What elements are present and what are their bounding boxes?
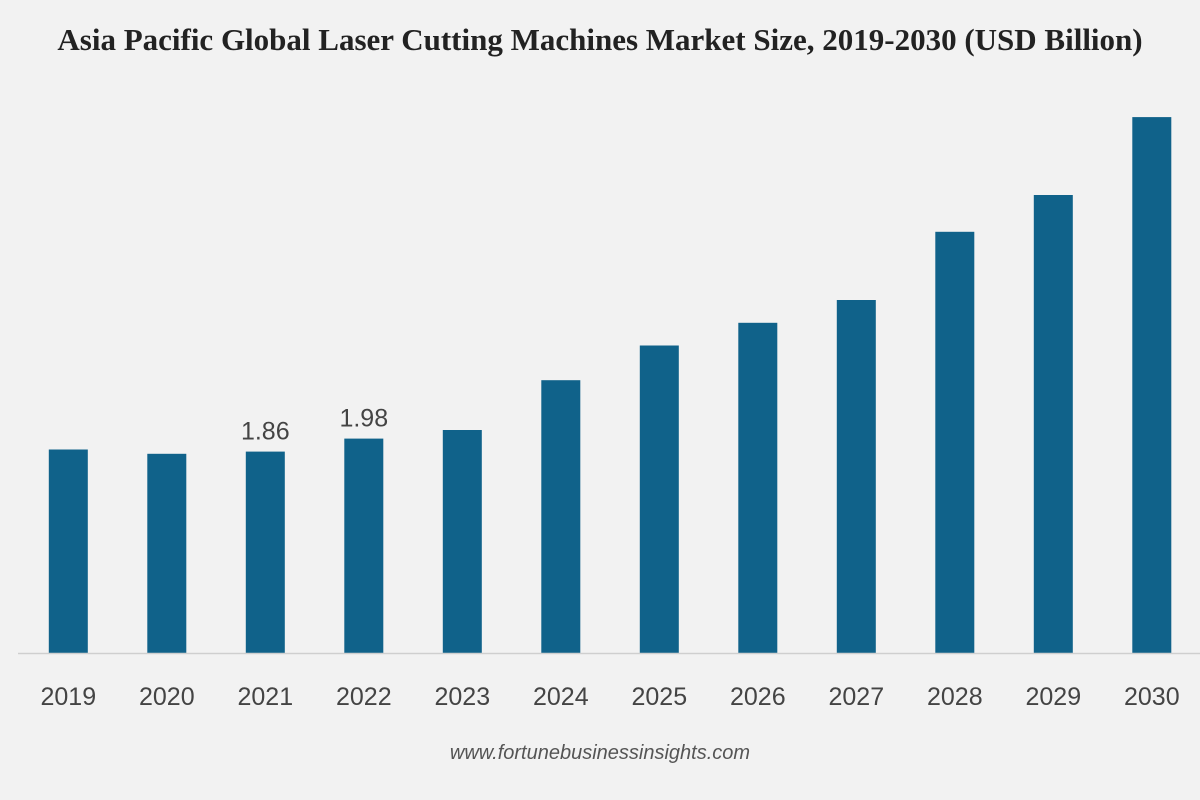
x-tick-label: 2024 — [533, 683, 589, 711]
x-tick-label: 2030 — [1124, 683, 1180, 711]
x-tick-label: 2025 — [631, 683, 687, 711]
x-tick-label: 2028 — [927, 683, 983, 711]
source-note: www.fortunebusinessinsights.com — [449, 742, 751, 764]
x-tick-label: 2021 — [237, 683, 293, 711]
bar-2022 — [344, 438, 384, 653]
x-tick-label: 2027 — [828, 683, 884, 711]
bars-layer — [48, 117, 1172, 654]
bar-2024 — [541, 380, 581, 653]
bar-2028 — [935, 231, 975, 654]
x-tick-label: 2019 — [40, 683, 96, 711]
bar-2029 — [1033, 195, 1073, 653]
bar-2030 — [1132, 117, 1172, 654]
chart-title: Asia Pacific Global Laser Cutting Machin… — [57, 22, 1143, 57]
labels-layer: 2019 2020 2021 1.86 2022 1.98 2023 2024 2025 2026… — [40, 405, 1179, 711]
bar-2025 — [639, 345, 679, 653]
bar-2023 — [442, 430, 482, 653]
bar-2020 — [147, 453, 187, 653]
bar-2026 — [738, 322, 778, 653]
x-tick-label: 2026 — [730, 683, 786, 711]
bar-2019 — [48, 449, 88, 653]
x-tick-label: 2022 — [336, 683, 392, 711]
bar-2027 — [836, 300, 876, 653]
x-tick-label: 2023 — [434, 683, 490, 711]
data-label-2022: 1.98 — [339, 405, 388, 433]
x-tick-label: 2020 — [139, 683, 195, 711]
data-label-2021: 1.86 — [241, 418, 290, 446]
x-tick-label: 2029 — [1025, 683, 1081, 711]
bar-2021 — [245, 451, 285, 653]
